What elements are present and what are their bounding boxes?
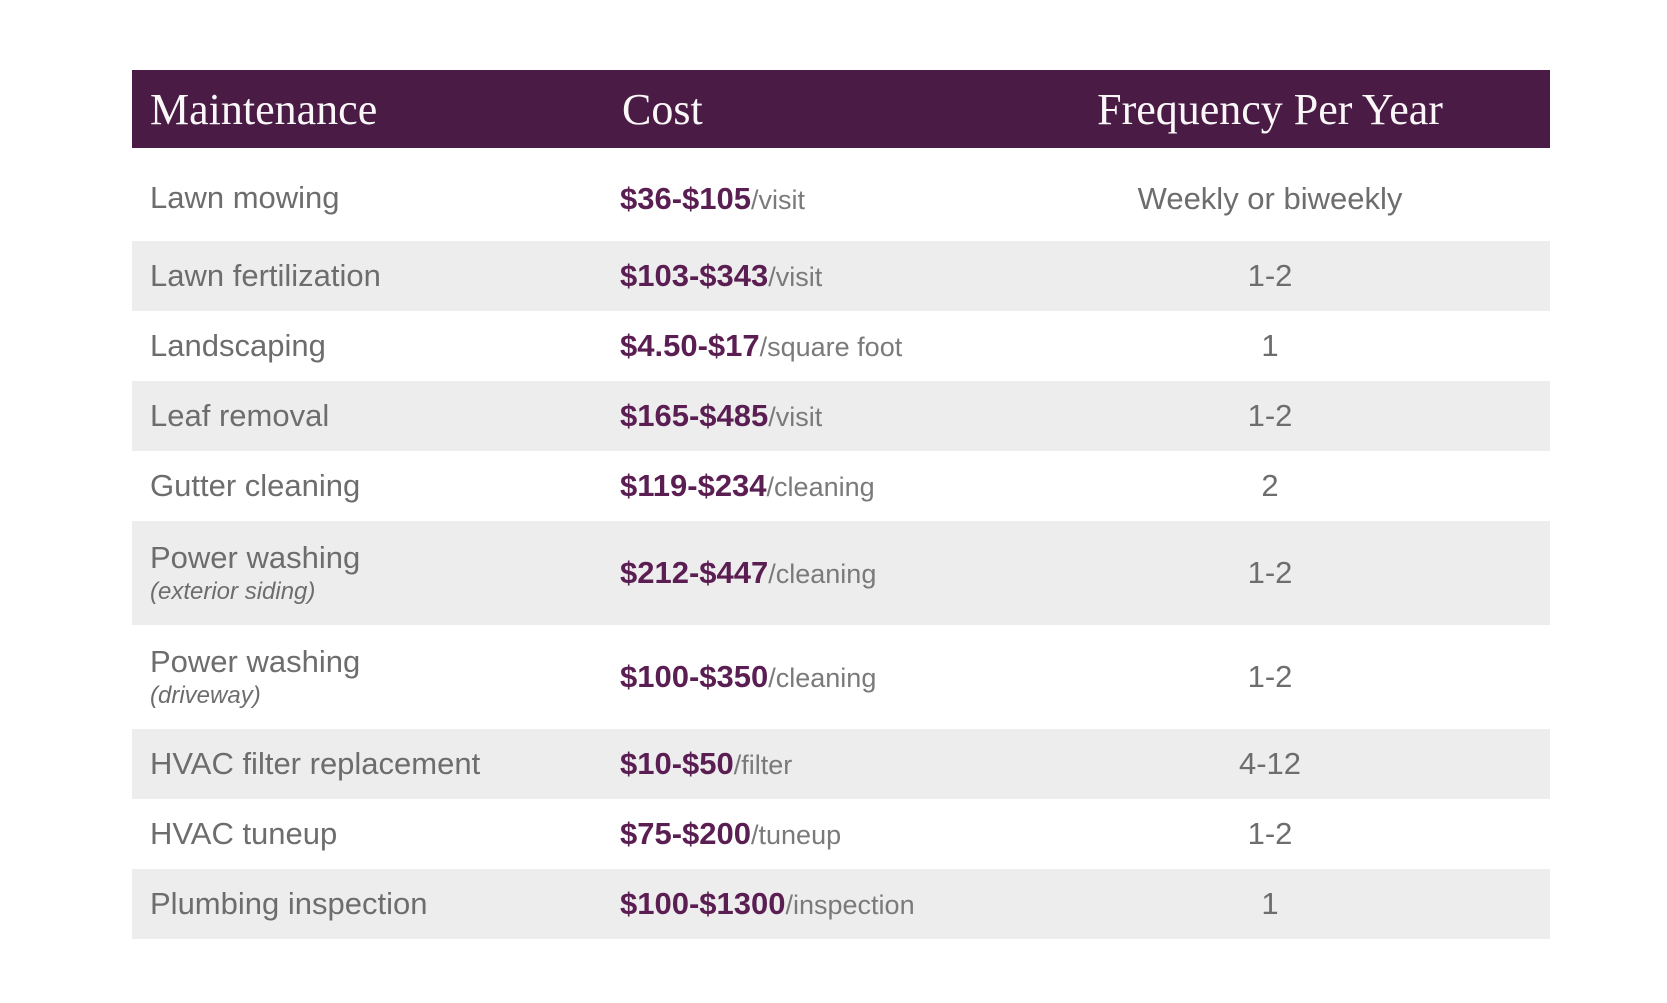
frequency-value: 1-2 [1247, 398, 1293, 433]
cost-value: $212-$447 [620, 555, 769, 590]
frequency-value: 1 [1261, 886, 1279, 921]
maintenance-cost-table: Maintenance Cost Frequency Per Year Lawn… [132, 70, 1550, 939]
cost-unit: /tuneup [751, 820, 842, 850]
cost-unit: /inspection [785, 890, 915, 920]
maintenance-label: Power washing [150, 539, 361, 575]
maintenance-note: (driveway) [150, 682, 261, 710]
column-header-maintenance: Maintenance [150, 84, 378, 134]
cost-unit: /visit [768, 262, 823, 292]
cost-unit: /visit [768, 402, 823, 432]
table-row-hvac-tuneup: HVAC tuneup $75-$200/tuneup 1-2 [132, 799, 1550, 869]
table-header-row: Maintenance Cost Frequency Per Year [132, 70, 1550, 148]
maintenance-label: Lawn fertilization [150, 257, 381, 293]
maintenance-label: Landscaping [150, 327, 326, 363]
table-row-lawn-fertilization: Lawn fertilization $103-$343/visit 1-2 [132, 241, 1550, 311]
maintenance-note: (exterior siding) [150, 578, 316, 606]
frequency-value: 2 [1261, 468, 1279, 503]
maintenance-label: Leaf removal [150, 397, 330, 433]
table-row-power-washing-siding: Power washing (exterior siding) $212-$44… [132, 521, 1550, 625]
cost-value: $103-$343 [620, 258, 769, 293]
cost-unit: /cleaning [768, 559, 877, 589]
frequency-value: Weekly or biweekly [1137, 180, 1403, 216]
maintenance-label: HVAC tuneup [150, 815, 338, 851]
column-header-frequency: Frequency Per Year [1097, 84, 1443, 134]
maintenance-label: Lawn mowing [150, 180, 340, 216]
frequency-value: 1-2 [1247, 659, 1293, 694]
maintenance-label: Gutter cleaning [150, 467, 361, 503]
maintenance-label: Plumbing inspection [150, 885, 428, 921]
frequency-value: 1 [1261, 328, 1279, 363]
cost-value: $100-$350 [620, 659, 769, 694]
cost-unit: /filter [733, 750, 793, 780]
table-row-lawn-mowing: Lawn mowing $36-$105/visit Weekly or biw… [132, 156, 1550, 241]
cost-value: $165-$485 [620, 398, 769, 433]
table-row-gutter-cleaning: Gutter cleaning $119-$234/cleaning 2 [132, 451, 1550, 521]
maintenance-label: HVAC filter replacement [150, 745, 481, 781]
table-body: Lawn mowing $36-$105/visit Weekly or biw… [132, 148, 1550, 939]
frequency-value: 1-2 [1247, 555, 1293, 590]
cost-value: $75-$200 [620, 816, 752, 851]
column-header-cost: Cost [622, 84, 703, 134]
cost-unit: /visit [751, 184, 806, 215]
frequency-value: 1-2 [1247, 258, 1293, 293]
cost-value: $4.50-$17 [620, 328, 760, 363]
table-row-hvac-filter-replacement: HVAC filter replacement $10-$50/filter 4… [132, 729, 1550, 799]
maintenance-label: Power washing [150, 643, 361, 679]
table-row-plumbing-inspection: Plumbing inspection $100-$1300/inspectio… [132, 869, 1550, 939]
cost-value: $119-$234 [620, 468, 767, 503]
frequency-value: 1-2 [1247, 816, 1293, 851]
frequency-value: 4-12 [1238, 746, 1302, 781]
cost-value: $36-$105 [620, 180, 752, 216]
cost-unit: /cleaning [768, 663, 877, 693]
cost-unit: /square foot [759, 332, 903, 362]
cost-value: $10-$50 [620, 746, 734, 781]
table-row-power-washing-driveway: Power washing (driveway) $100-$350/clean… [132, 625, 1550, 729]
table-row-landscaping: Landscaping $4.50-$17/square foot 1 [132, 311, 1550, 381]
cost-value: $100-$1300 [620, 886, 786, 921]
cost-unit: /cleaning [766, 472, 875, 502]
table-row-leaf-removal: Leaf removal $165-$485/visit 1-2 [132, 381, 1550, 451]
